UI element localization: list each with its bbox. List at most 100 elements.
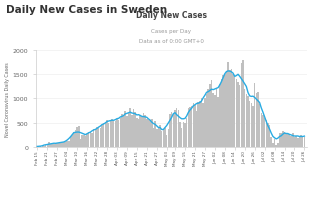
Bar bbox=[169, 114, 171, 147]
Bar bbox=[290, 136, 292, 147]
Bar bbox=[76, 128, 78, 147]
Bar bbox=[71, 135, 73, 147]
Bar bbox=[304, 137, 305, 147]
Bar bbox=[271, 137, 272, 147]
Bar bbox=[106, 120, 108, 147]
Bar bbox=[276, 146, 277, 147]
Bar bbox=[45, 145, 46, 147]
Bar bbox=[58, 143, 60, 147]
Bar bbox=[125, 112, 126, 147]
Bar bbox=[281, 133, 282, 147]
Bar bbox=[83, 135, 85, 147]
Bar bbox=[204, 99, 206, 147]
Bar bbox=[300, 135, 302, 147]
Bar bbox=[93, 129, 95, 147]
Bar bbox=[236, 80, 237, 147]
Bar bbox=[111, 119, 113, 147]
Bar bbox=[164, 129, 166, 147]
Bar bbox=[176, 109, 177, 147]
Bar bbox=[234, 77, 236, 147]
Y-axis label: Novel Coronavirus Daily Cases: Novel Coronavirus Daily Cases bbox=[5, 62, 10, 136]
Bar bbox=[269, 125, 270, 147]
Bar bbox=[211, 81, 212, 147]
Bar bbox=[264, 118, 265, 147]
Bar bbox=[123, 117, 124, 147]
Bar bbox=[149, 121, 151, 147]
Text: Daily New Cases: Daily New Cases bbox=[136, 11, 207, 20]
Bar bbox=[61, 143, 63, 147]
Bar bbox=[75, 130, 76, 147]
Bar bbox=[247, 96, 249, 147]
Bar bbox=[135, 112, 136, 147]
Bar bbox=[56, 143, 58, 147]
Bar bbox=[265, 121, 267, 147]
Bar bbox=[252, 106, 254, 147]
Bar bbox=[244, 89, 246, 147]
Bar bbox=[171, 112, 172, 147]
Bar bbox=[103, 124, 104, 147]
Bar bbox=[138, 119, 139, 147]
Bar bbox=[88, 132, 90, 147]
Bar bbox=[50, 144, 51, 147]
Bar bbox=[131, 115, 133, 147]
Bar bbox=[282, 132, 284, 147]
Bar bbox=[277, 143, 279, 147]
Bar bbox=[222, 76, 224, 147]
Bar bbox=[262, 116, 264, 147]
Bar bbox=[260, 113, 262, 147]
Bar bbox=[259, 105, 260, 147]
Bar bbox=[73, 133, 74, 147]
Bar bbox=[98, 128, 100, 147]
Bar bbox=[43, 146, 45, 147]
Bar bbox=[254, 83, 255, 147]
Bar bbox=[173, 113, 174, 147]
Bar bbox=[196, 111, 197, 147]
Bar bbox=[113, 121, 114, 147]
Bar bbox=[297, 138, 299, 147]
Bar bbox=[53, 144, 55, 147]
Bar bbox=[214, 96, 215, 147]
Bar bbox=[85, 136, 86, 147]
Bar bbox=[206, 94, 207, 147]
Bar bbox=[249, 101, 250, 147]
Bar bbox=[239, 85, 241, 147]
Bar bbox=[109, 121, 111, 147]
Bar bbox=[194, 105, 196, 147]
Bar bbox=[295, 136, 297, 147]
Bar bbox=[294, 137, 295, 147]
Bar bbox=[197, 102, 199, 147]
Bar bbox=[274, 139, 275, 147]
Text: Cases per Day: Cases per Day bbox=[151, 29, 191, 34]
Bar bbox=[114, 121, 116, 147]
Bar bbox=[284, 133, 285, 147]
Bar bbox=[81, 135, 83, 147]
Bar bbox=[144, 115, 146, 147]
Bar bbox=[90, 132, 91, 147]
Bar bbox=[148, 120, 149, 147]
Bar bbox=[217, 98, 219, 147]
Bar bbox=[51, 144, 53, 147]
Bar bbox=[289, 135, 290, 147]
Bar bbox=[104, 122, 106, 147]
Bar bbox=[221, 80, 222, 147]
Bar bbox=[242, 60, 244, 147]
Bar bbox=[163, 130, 164, 147]
Bar bbox=[174, 111, 176, 147]
Bar bbox=[189, 108, 191, 147]
Bar bbox=[227, 63, 229, 147]
Bar bbox=[159, 125, 161, 147]
Bar bbox=[184, 124, 186, 147]
Bar bbox=[130, 109, 131, 147]
Bar bbox=[250, 104, 252, 147]
Bar bbox=[183, 123, 184, 147]
Bar bbox=[286, 133, 287, 147]
Bar bbox=[232, 75, 234, 147]
Bar bbox=[42, 146, 43, 147]
Bar bbox=[141, 117, 143, 147]
Bar bbox=[86, 135, 88, 147]
Bar bbox=[191, 106, 192, 147]
Bar bbox=[146, 119, 148, 147]
Bar bbox=[66, 142, 68, 147]
Bar bbox=[188, 109, 189, 147]
Bar bbox=[96, 128, 98, 147]
